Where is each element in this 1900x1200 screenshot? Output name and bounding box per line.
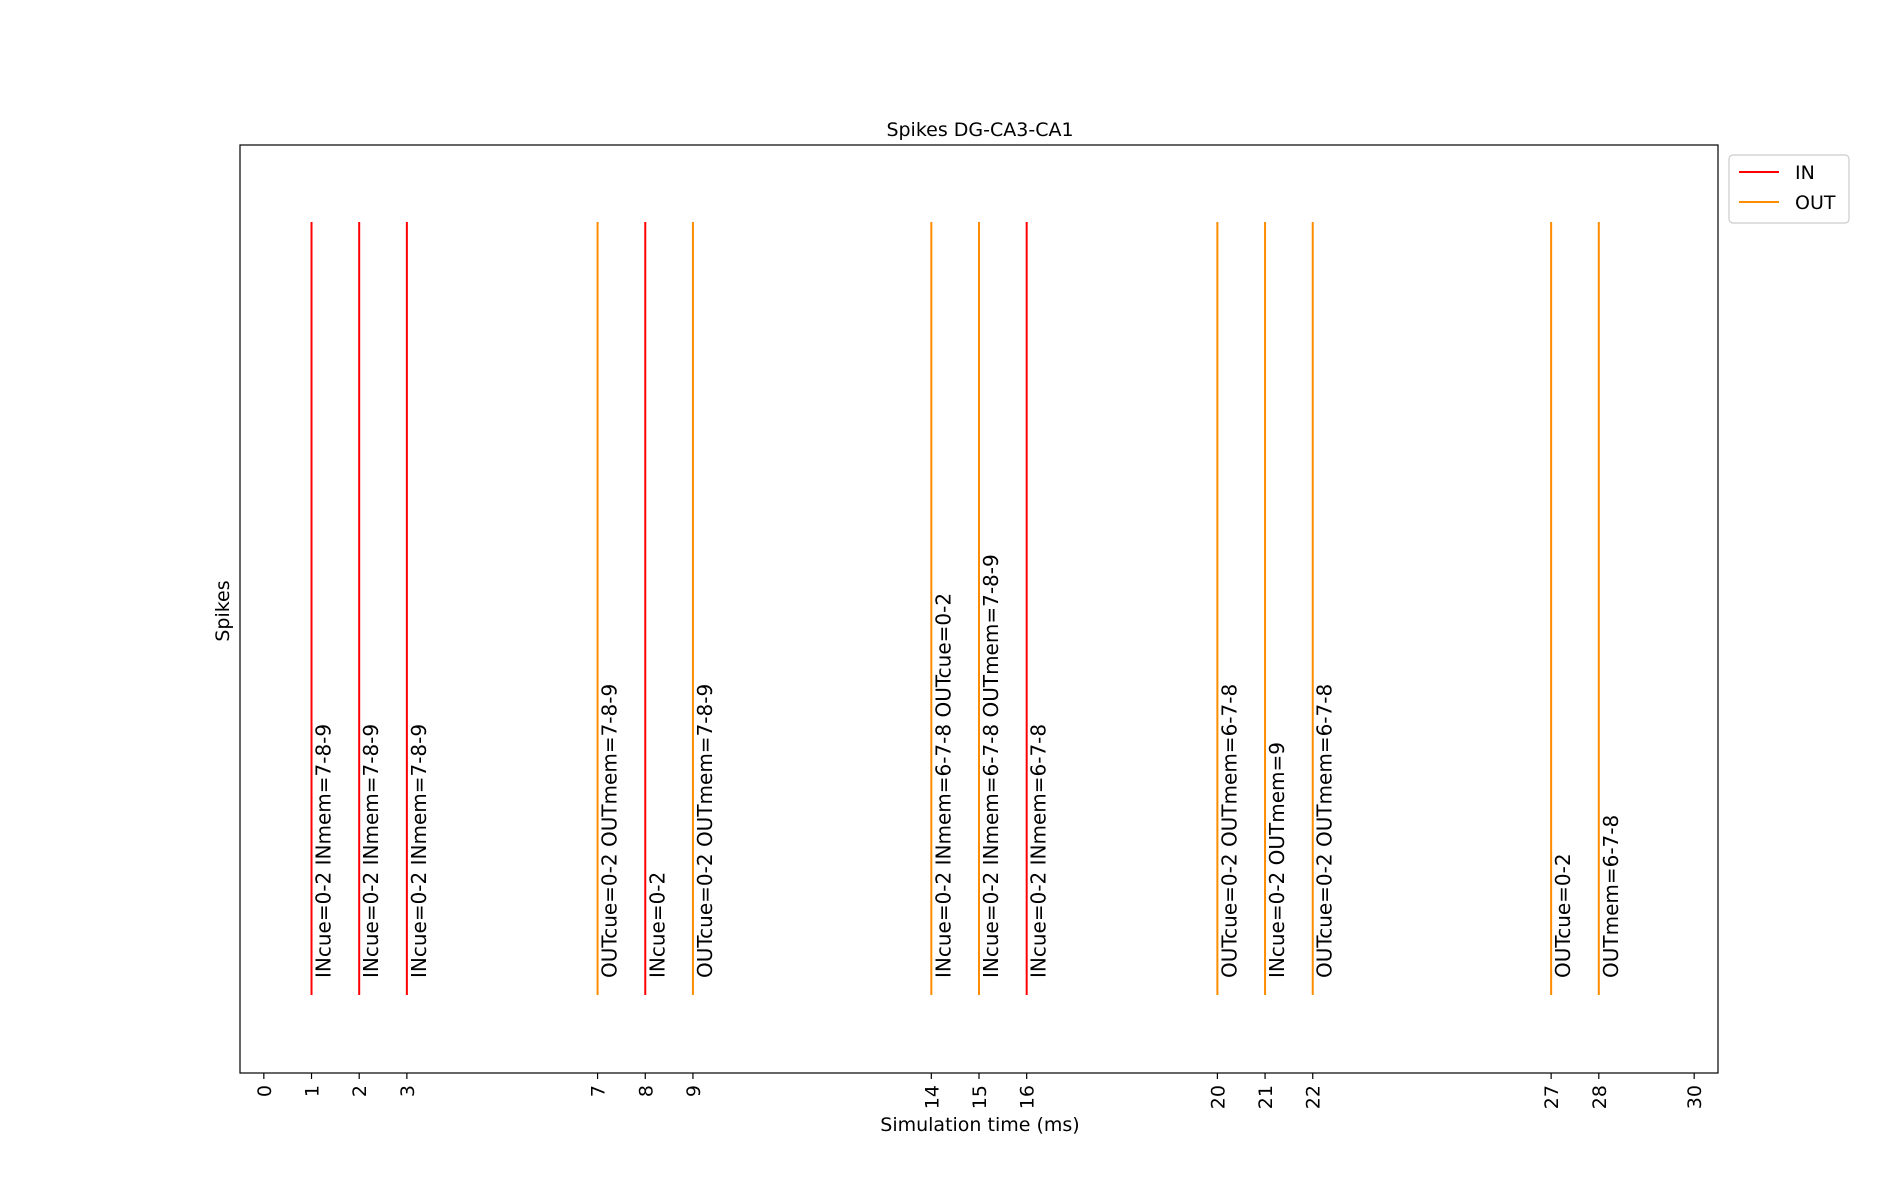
spike-label-8: INcue=0-2 xyxy=(645,872,669,978)
spike-events: INcue=0-2 INmem=7-8-9 INcue=0-2 INmem=7-8… xyxy=(310,222,1623,995)
x-tick-label-27: 27 xyxy=(1541,1085,1563,1109)
x-tick-label-8: 8 xyxy=(635,1085,657,1097)
x-tick-label-22: 22 xyxy=(1303,1085,1325,1109)
legend-label-out: OUT xyxy=(1795,192,1836,214)
x-tick-label-1: 1 xyxy=(302,1085,324,1097)
x-tick-label-9: 9 xyxy=(683,1085,705,1097)
x-tick-label-21: 21 xyxy=(1255,1085,1277,1109)
x-axis-label: Simulation time (ms) xyxy=(880,1114,1079,1136)
spike-label-15: INcue=0-2 INmem=6-7-8 OUTmem=7-8-9 xyxy=(979,554,1003,978)
legend-label-in: IN xyxy=(1795,162,1815,184)
x-tick-label-0: 0 xyxy=(254,1085,276,1097)
spike-label-7: OUTcue=0-2 OUTmem=7-8-9 xyxy=(598,684,622,978)
spike-label-21: INcue=0-2 OUTmem=9 xyxy=(1265,742,1289,978)
spike-label-2: INcue=0-2 INmem=7-8-9 xyxy=(359,724,383,978)
y-axis-label: Spikes xyxy=(212,580,234,641)
spike-label-9: OUTcue=0-2 OUTmem=7-8-9 xyxy=(693,684,717,978)
x-tick-label-20: 20 xyxy=(1207,1085,1229,1109)
x-axis-ticks: 0 1 2 3 7 8 9 14 15 16 20 21 22 27 28 30 xyxy=(254,1073,1706,1109)
spike-label-22: OUTcue=0-2 OUTmem=6-7-8 xyxy=(1313,684,1337,978)
x-tick-label-28: 28 xyxy=(1589,1085,1611,1109)
x-tick-label-14: 14 xyxy=(921,1085,943,1109)
spike-label-1: INcue=0-2 INmem=7-8-9 xyxy=(312,724,336,978)
spike-label-16: INcue=0-2 INmem=6-7-8 xyxy=(1027,724,1051,978)
x-tick-label-15: 15 xyxy=(969,1085,991,1109)
spike-label-20: OUTcue=0-2 OUTmem=6-7-8 xyxy=(1217,684,1241,978)
spike-label-28: OUTmem=6-7-8 xyxy=(1599,815,1623,978)
x-tick-label-16: 16 xyxy=(1017,1085,1039,1109)
x-tick-label-7: 7 xyxy=(588,1085,610,1097)
x-tick-label-2: 2 xyxy=(349,1085,371,1097)
x-tick-label-30: 30 xyxy=(1684,1085,1706,1109)
legend: IN OUT xyxy=(1728,154,1850,224)
chart-title: Spikes DG-CA3-CA1 xyxy=(886,119,1073,141)
spike-label-27: OUTcue=0-2 xyxy=(1551,853,1575,978)
x-tick-label-3: 3 xyxy=(397,1085,419,1097)
spike-label-3: INcue=0-2 INmem=7-8-9 xyxy=(407,724,431,978)
spike-label-14: INcue=0-2 INmem=6-7-8 OUTcue=0-2 xyxy=(931,593,955,978)
